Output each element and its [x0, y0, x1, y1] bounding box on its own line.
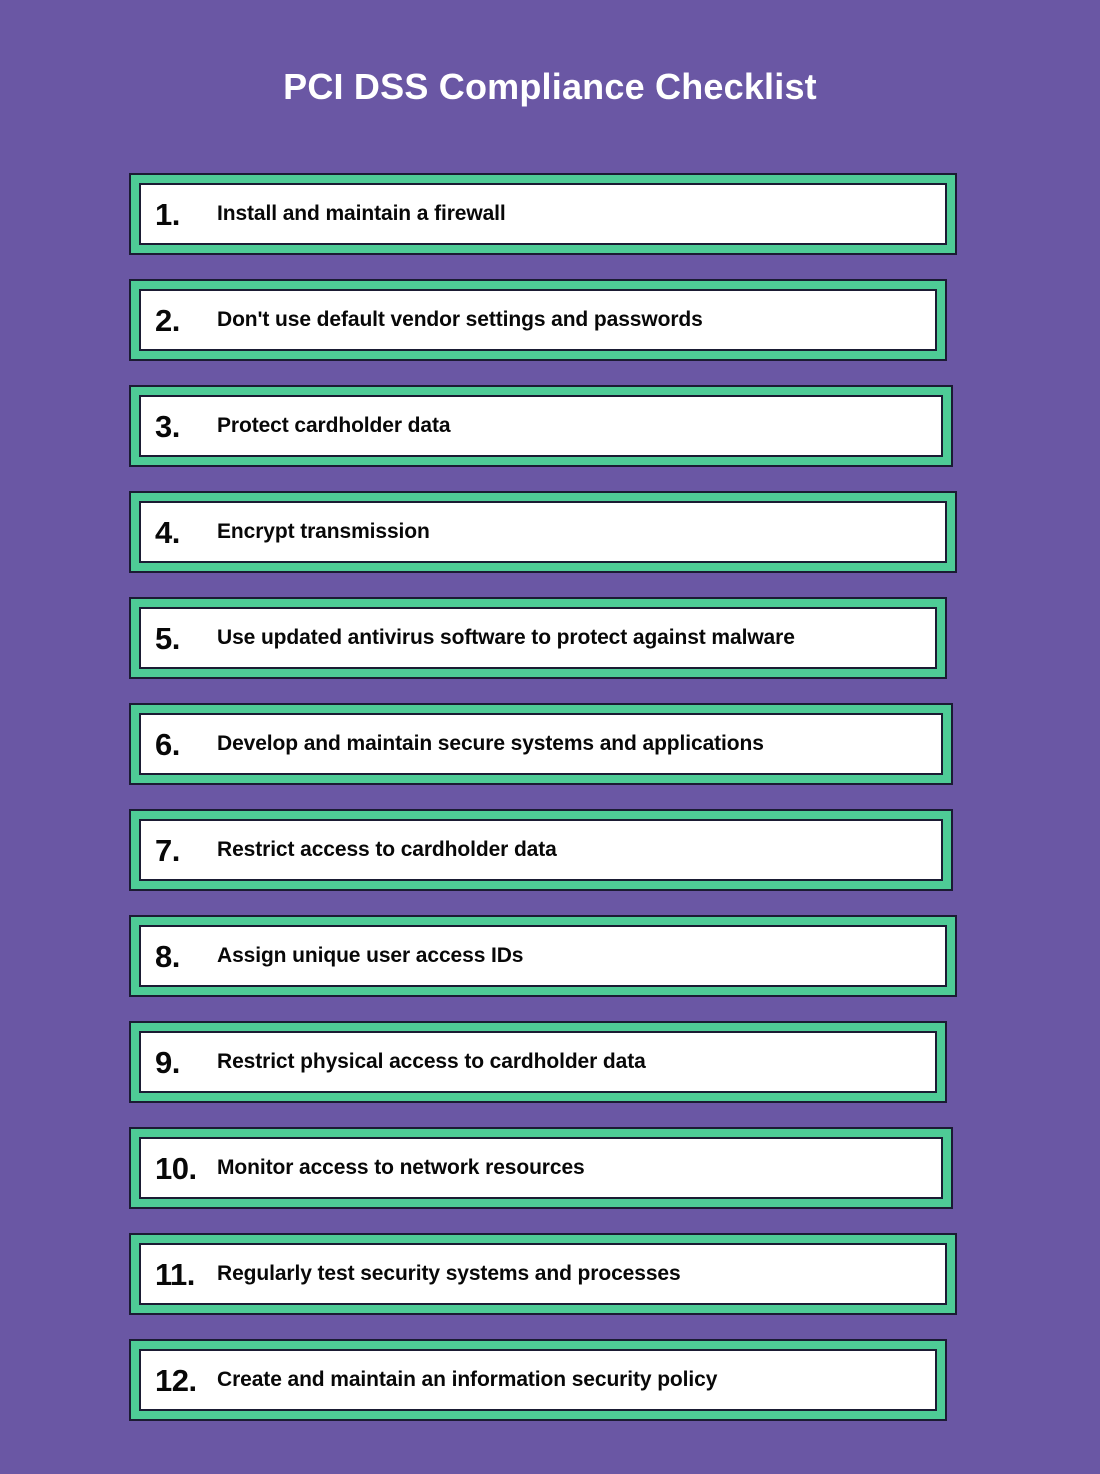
checklist-item-4-inner: 4. Encrypt transmission: [139, 501, 947, 563]
checklist-item-1-label: Install and maintain a firewall: [217, 202, 506, 226]
checklist-item-5-number: 5.: [155, 620, 180, 656]
checklist-item-5-inner: 5. Use updated antivirus software to pro…: [139, 607, 937, 669]
checklist-item-9-number: 9.: [155, 1044, 180, 1080]
checklist-item-1-number: 1.: [155, 196, 180, 232]
checklist-item-2-number: 2.: [155, 302, 180, 338]
checklist-item-12-number: 12.: [155, 1362, 197, 1398]
checklist-item-4-label: Encrypt transmission: [217, 520, 430, 544]
checklist-item-11-number: 11.: [155, 1256, 195, 1292]
checklist-item-10[interactable]: 10. Monitor access to network resources: [129, 1127, 953, 1209]
checklist-item-5[interactable]: 5. Use updated antivirus software to pro…: [129, 597, 947, 679]
checklist-item-8-label: Assign unique user access IDs: [217, 944, 524, 968]
checklist-item-3-inner: 3. Protect cardholder data: [139, 395, 943, 457]
checklist-item-1-inner: 1. Install and maintain a firewall: [139, 183, 947, 245]
checklist-item-12-label: Create and maintain an information secur…: [217, 1368, 718, 1392]
checklist-item-1[interactable]: 1. Install and maintain a firewall: [129, 173, 957, 255]
checklist-item-8[interactable]: 8. Assign unique user access IDs: [129, 915, 957, 997]
checklist-item-10-number: 10.: [155, 1150, 197, 1186]
checklist-item-5-label: Use updated antivirus software to protec…: [217, 626, 795, 650]
checklist-item-11-label: Regularly test security systems and proc…: [217, 1262, 681, 1286]
checklist-item-7-inner: 7. Restrict access to cardholder data: [139, 819, 943, 881]
checklist-item-8-number: 8.: [155, 938, 180, 974]
page-title: PCI DSS Compliance Checklist: [283, 66, 817, 107]
checklist-item-12-inner: 12. Create and maintain an information s…: [139, 1349, 937, 1411]
checklist-item-12[interactable]: 12. Create and maintain an information s…: [129, 1339, 947, 1421]
checklist-item-6-label: Develop and maintain secure systems and …: [217, 732, 764, 756]
checklist-item-4-number: 4.: [155, 514, 180, 550]
checklist: 1. Install and maintain a firewall 2. Do…: [129, 173, 957, 1421]
checklist-item-9-label: Restrict physical access to cardholder d…: [217, 1050, 646, 1074]
checklist-item-6-inner: 6. Develop and maintain secure systems a…: [139, 713, 943, 775]
checklist-item-8-inner: 8. Assign unique user access IDs: [139, 925, 947, 987]
checklist-item-2-label: Don't use default vendor settings and pa…: [217, 308, 703, 332]
checklist-item-10-inner: 10. Monitor access to network resources: [139, 1137, 943, 1199]
checklist-item-2[interactable]: 2. Don't use default vendor settings and…: [129, 279, 947, 361]
checklist-item-7-label: Restrict access to cardholder data: [217, 838, 557, 862]
checklist-item-4[interactable]: 4. Encrypt transmission: [129, 491, 957, 573]
checklist-item-9-inner: 9. Restrict physical access to cardholde…: [139, 1031, 937, 1093]
checklist-item-6[interactable]: 6. Develop and maintain secure systems a…: [129, 703, 953, 785]
checklist-item-3[interactable]: 3. Protect cardholder data: [129, 385, 953, 467]
checklist-item-7-number: 7.: [155, 832, 180, 868]
checklist-item-2-inner: 2. Don't use default vendor settings and…: [139, 289, 937, 351]
checklist-item-10-label: Monitor access to network resources: [217, 1156, 585, 1180]
checklist-item-7[interactable]: 7. Restrict access to cardholder data: [129, 809, 953, 891]
checklist-item-6-number: 6.: [155, 726, 180, 762]
checklist-item-3-label: Protect cardholder data: [217, 414, 451, 438]
checklist-item-3-number: 3.: [155, 408, 180, 444]
checklist-item-11-inner: 11. Regularly test security systems and …: [139, 1243, 947, 1305]
checklist-item-9[interactable]: 9. Restrict physical access to cardholde…: [129, 1021, 947, 1103]
checklist-item-11[interactable]: 11. Regularly test security systems and …: [129, 1233, 957, 1315]
